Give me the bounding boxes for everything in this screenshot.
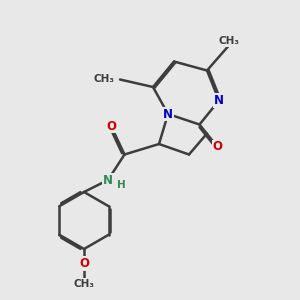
Text: CH₃: CH₃	[93, 74, 114, 85]
Text: N: N	[214, 94, 224, 107]
Text: O: O	[106, 119, 116, 133]
Text: O: O	[212, 140, 223, 154]
Text: O: O	[79, 257, 89, 270]
Text: N: N	[163, 107, 173, 121]
Text: H: H	[117, 179, 126, 190]
Text: CH₃: CH₃	[219, 36, 240, 46]
Text: CH₃: CH₃	[74, 279, 94, 289]
Text: N: N	[103, 173, 113, 187]
